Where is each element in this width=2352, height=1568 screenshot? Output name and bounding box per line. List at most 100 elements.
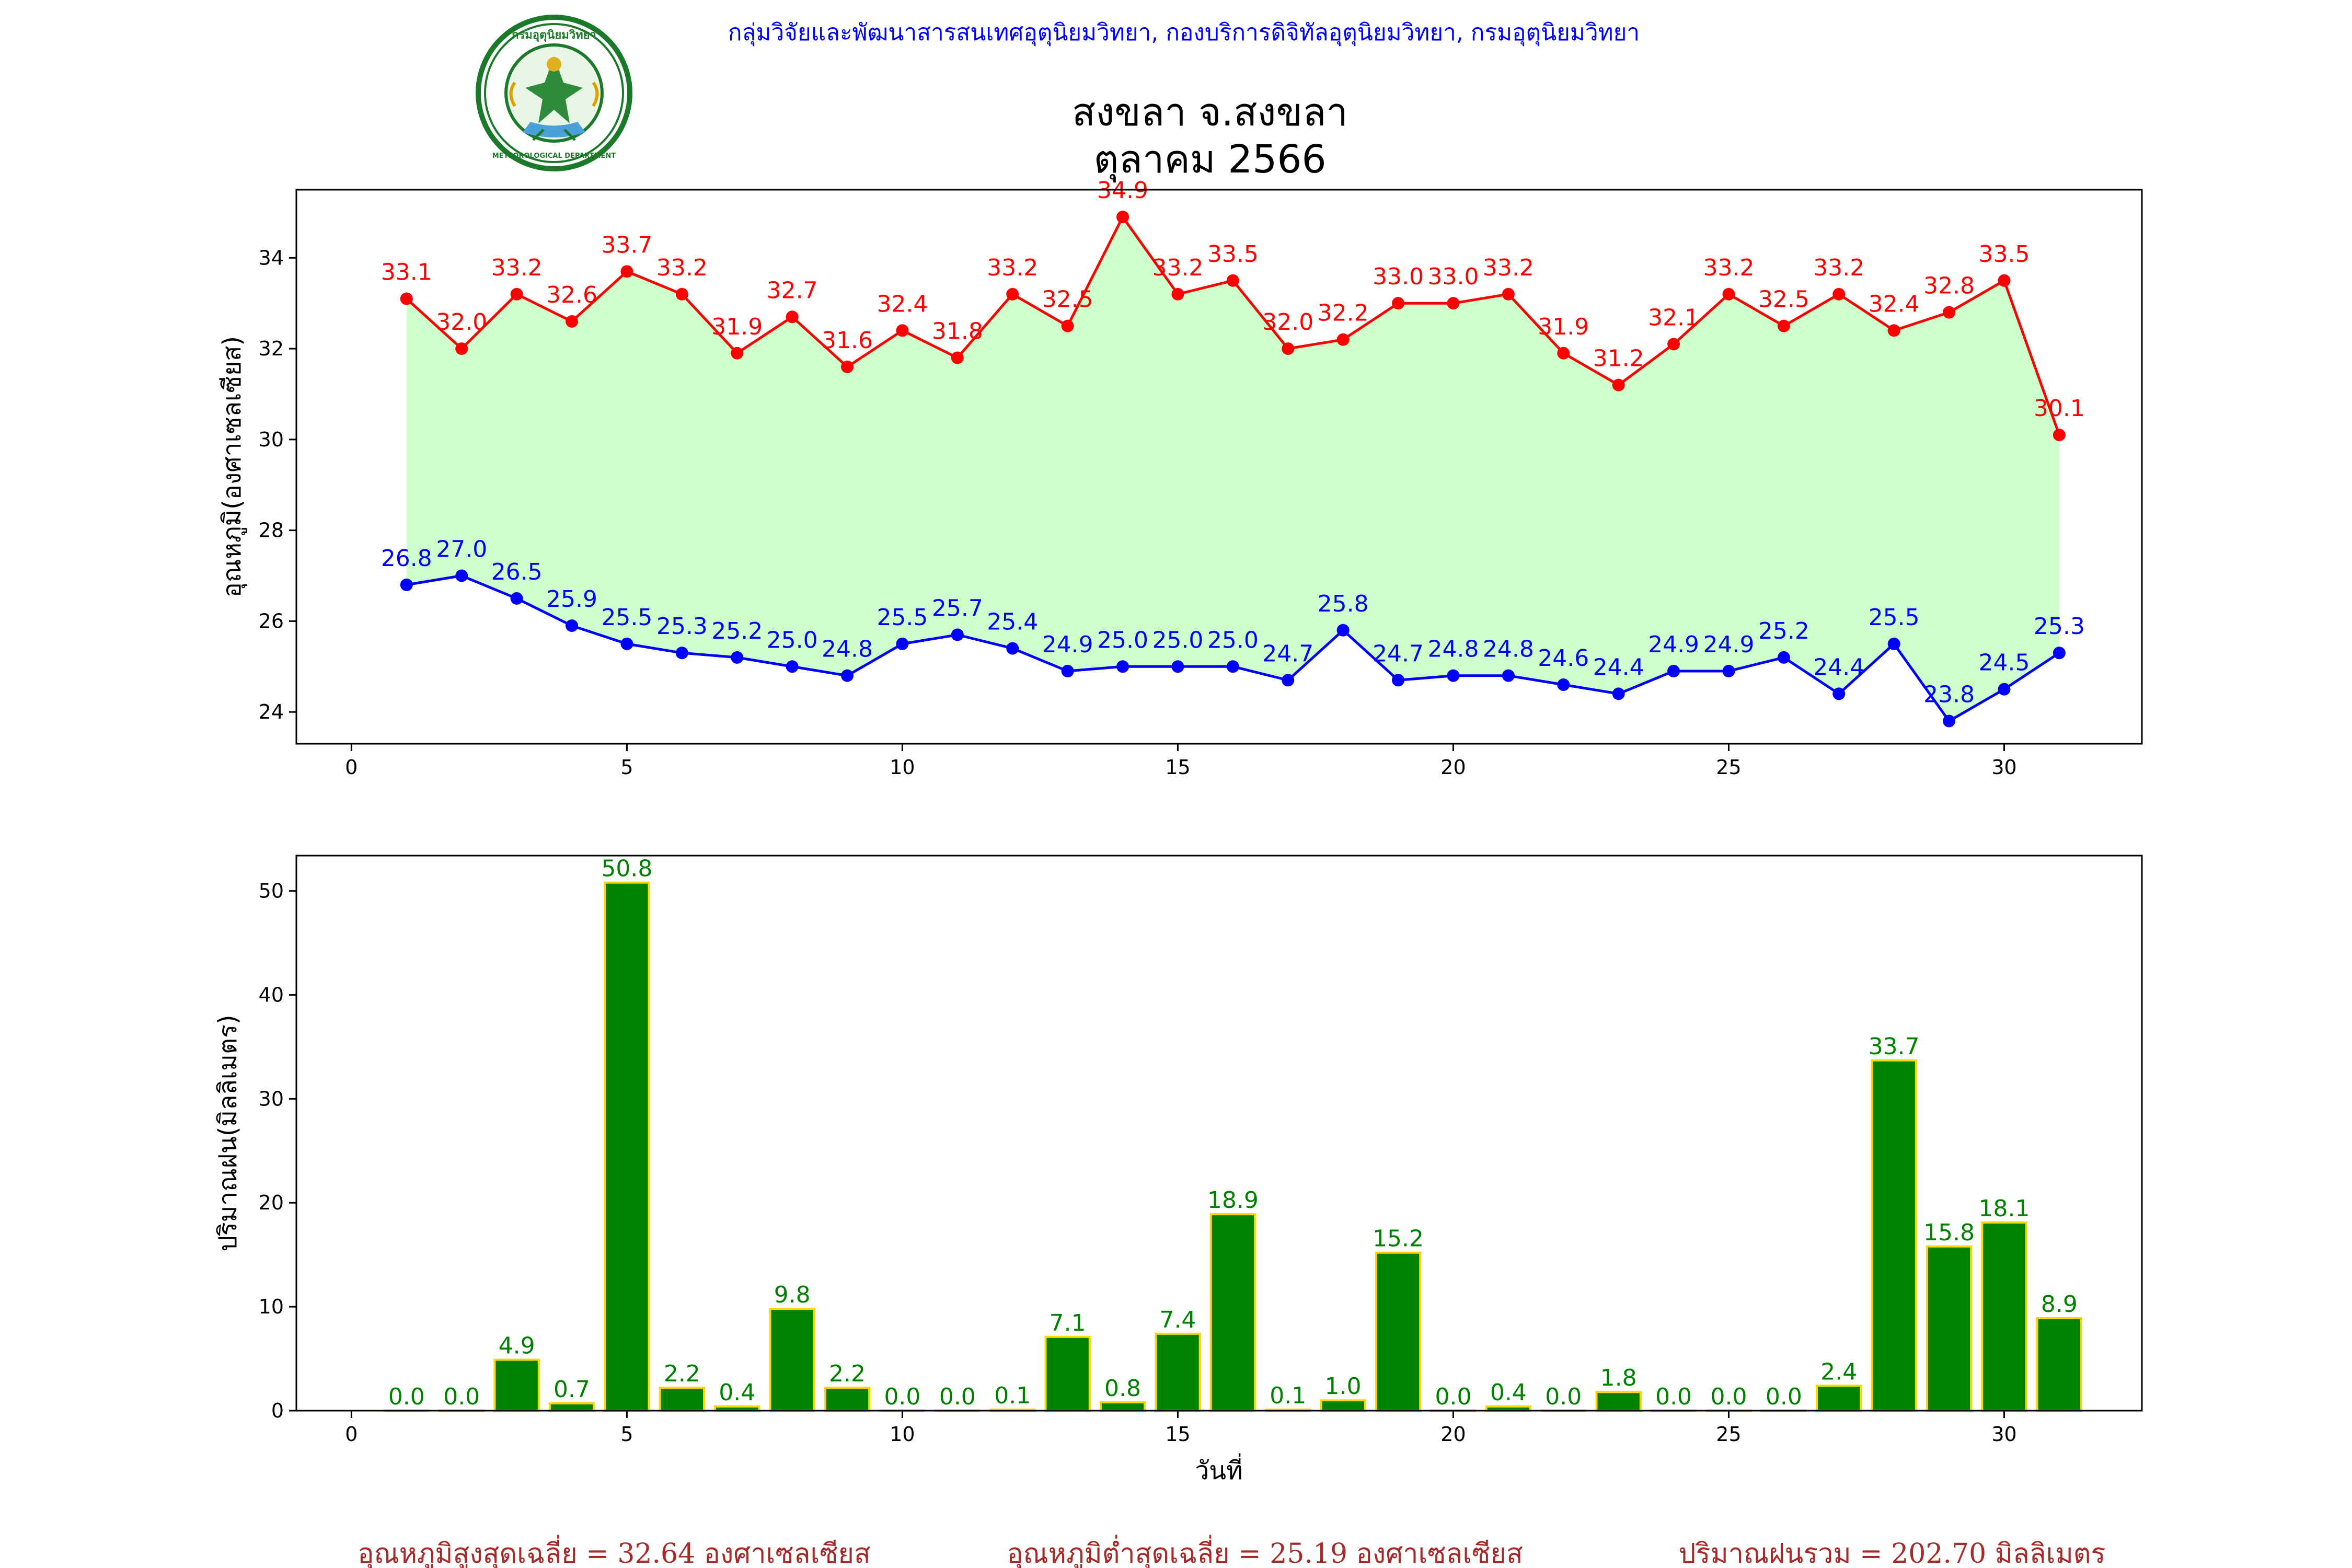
temperature-min-point [1116,660,1129,673]
rainfall-bar-label: 7.1 [1050,1310,1086,1336]
rainfall-bar-label: 0.0 [388,1383,425,1410]
temperature-max-point [951,351,964,364]
footer-avg-max: อุณหภูมิสูงสุดเฉลี่ย = 32.64 องศาเซลเซีย… [358,1535,871,1568]
temperature-max-label: 30.1 [2034,395,2085,422]
temperature-min-point [1667,664,1680,677]
rainfall-bar [1816,1385,1862,1412]
rainfall-plot-frame [295,855,2143,1412]
temperature-min-label: 26.8 [381,545,432,572]
rainfall-bar-label: 0.0 [1766,1383,1802,1410]
temperature-min-point [786,660,799,673]
rainfall-bar-label: 2.2 [829,1361,866,1387]
temperature-y-tick-label: 30 [259,428,284,451]
logo-top-text: กรมอุตุนิยมวิทยา [512,29,596,42]
temperature-min-label: 25.2 [711,618,763,644]
temperature-max-label: 33.1 [381,259,432,286]
temperature-min-point [2053,647,2066,660]
rainfall-x-tick-label: 25 [1716,1423,1741,1446]
temperature-min-point [675,647,688,660]
rainfall-bar [1099,1401,1146,1412]
temperature-min-point [510,592,523,605]
temperature-max-point [566,315,579,328]
rainfall-y-tick-label: 40 [259,983,284,1006]
rainfall-bar [1926,1245,1973,1412]
temperature-min-point [1282,674,1295,687]
temperature-max-point [786,310,799,324]
logo-bottom-text: METEOROLOGICAL DEPARTMENT [492,152,616,160]
temperature-max-label: 32.5 [1042,286,1093,313]
rainfall-bar-label: 18.1 [1979,1195,2030,1222]
temperature-max-point [675,287,688,301]
temperature-min-label: 24.8 [1483,636,1534,663]
temperature-min-label: 25.3 [2034,613,2085,640]
rainfall-bar [1871,1059,1917,1412]
temperature-min-label: 25.0 [1207,627,1259,653]
temperature-max-label: 31.2 [1593,345,1644,372]
temperature-max-label: 33.2 [1813,255,1864,281]
temperature-panel: 33.132.033.232.633.733.231.932.731.632.4… [217,177,2143,779]
temperature-max-label: 34.9 [1097,177,1148,204]
rainfall-bar-label: 15.2 [1373,1226,1424,1252]
temperature-max-label: 31.8 [932,318,983,344]
rainfall-bar-label: 1.0 [1325,1373,1362,1400]
rainfall-labels-layer: 0.0 0.0 4.9 0.7 50.8 2.2 0.4 9.8 2.2 0.0 0.0 0.1 7.1… [388,856,2078,1410]
temperature-min-point [1777,651,1790,664]
rainfall-bars-layer [383,881,2083,1412]
temperature-max-label: 32.0 [1262,309,1313,336]
temperature-max-point [1226,274,1239,287]
temperature-min-point [1226,660,1239,673]
temperature-max-point [1777,319,1790,332]
temperature-max-point [455,342,468,355]
temperature-min-point [1612,687,1625,700]
rainfall-x-axis-label: วันที่ [1195,1453,1242,1485]
rainfall-y-tick-label: 0 [271,1399,284,1422]
rainfall-bar-label: 7.4 [1159,1307,1196,1333]
rainfall-x-tick-label: 30 [1991,1423,2016,1446]
temperature-min-label: 24.4 [1813,654,1864,681]
temperature-max-point [896,324,909,337]
temperature-max-label: 33.0 [1427,263,1479,290]
temperature-y-tick-label: 34 [259,246,284,269]
rainfall-bar-label: 0.0 [1545,1383,1582,1410]
temperature-min-label: 25.5 [1869,604,1920,631]
temperature-min-label: 24.9 [1042,631,1093,658]
temperature-max-label: 33.2 [656,255,708,281]
rainfall-x-tick-label: 10 [890,1423,915,1446]
temperature-max-point [1667,338,1680,351]
rainfall-bar-label: 0.0 [443,1383,480,1410]
department-header: กลุ่มวิจัยและพัฒนาสารสนเทศอุตุนิยมวิทยา,… [728,19,1640,47]
temperature-min-point [455,569,468,582]
temperature-points-layer [400,211,2066,728]
temperature-max-point [1722,287,1735,301]
temperature-y-tick-label: 26 [259,609,284,632]
rainfall-x-tick-label: 0 [345,1423,358,1446]
temperature-min-point [620,637,633,650]
temperature-min-point [1943,714,1956,728]
temperature-min-label: 25.3 [656,613,708,640]
rainfall-bar [548,1402,595,1412]
temperature-max-label: 33.0 [1373,263,1424,290]
temperature-min-label: 25.9 [546,586,597,613]
temperature-min-point [1998,683,2011,696]
temperature-max-point [1006,287,1019,301]
rainfall-bar-label: 4.9 [499,1333,535,1359]
rainfall-bar [1044,1335,1091,1412]
temperature-max-point [620,265,633,278]
rainfall-bar-label: 0.0 [1710,1383,1747,1410]
rainfall-bar-label: 0.4 [1490,1379,1527,1406]
temperature-labels-layer: 33.132.033.232.633.733.231.932.731.632.4… [381,177,2085,708]
temperature-max-label: 31.9 [1538,314,1589,340]
rainfall-bar [1155,1332,1201,1412]
temperature-x-tick-label: 10 [890,756,915,779]
temperature-y-tick-label: 32 [259,337,284,360]
rainfall-bar-label: 50.8 [601,856,652,882]
temperature-y-axis-label: อุณหภูมิ(องศาเซลเซียส) [217,336,247,597]
rainfall-x-tick-label: 20 [1440,1423,1466,1446]
temperature-max-point [400,292,413,305]
rainfall-x-tick-label: 5 [620,1423,633,1446]
temperature-max-label: 32.6 [546,282,597,308]
rainfall-bar [1209,1213,1256,1412]
temperature-min-label: 24.8 [1427,636,1479,663]
rainfall-bar [1375,1251,1422,1412]
